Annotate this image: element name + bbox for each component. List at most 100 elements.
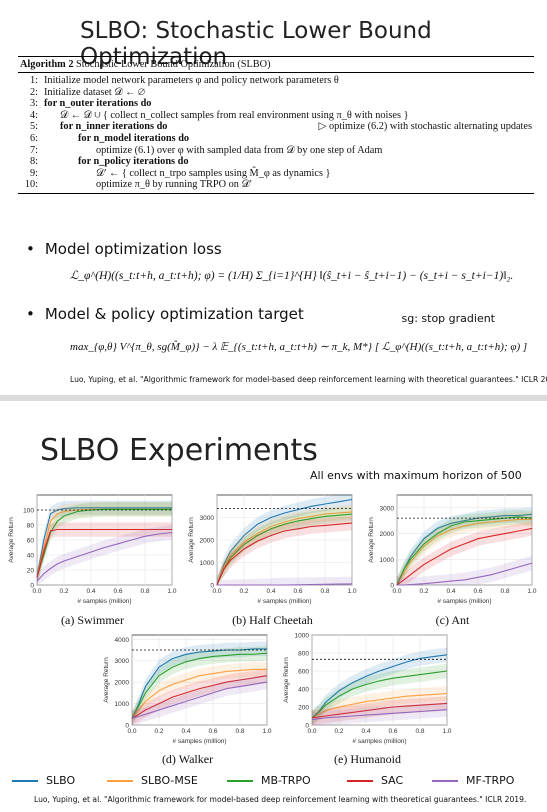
x-tick-label: 0.2: [419, 588, 428, 595]
legend-swatch: [432, 779, 458, 782]
series-line-sac: [311, 702, 448, 719]
y-tick-label: 3000: [200, 515, 215, 522]
slide-slbo-method: SLBO: Stochastic Lower Bound Optimizatio…: [0, 0, 547, 395]
series-line-mb-trpo: [131, 652, 268, 719]
optimization-target-formula: max_{φ,θ} V^{π_θ, sg(M̂_φ)} − λ 𝔼_{(s_t:…: [70, 341, 528, 353]
chart-legend: SLBO SLBO-MSE MB-TRPO SAC MF-TRPO: [12, 774, 532, 788]
y-tick-label: 100: [23, 508, 34, 515]
y-tick-label: 400: [298, 687, 309, 694]
y-tick-label: 1000: [115, 701, 130, 708]
x-tick-label: 0.6: [388, 728, 397, 735]
algorithm-line: 5: for n_inner iterations do ▷ optimize (6…: [29, 121, 532, 133]
y-tick-label: 20: [27, 568, 35, 575]
series-line-slbo-mse: [311, 692, 448, 719]
algorithm-line: 3: for n_outer iterations do: [29, 98, 152, 110]
algorithm-line: 10: optimize π_θ by running TRPO on 𝒟′: [24, 179, 252, 191]
series-line-slbo-mse: [131, 668, 267, 719]
x-tick-label: 1.0: [527, 588, 536, 595]
y-tick-label: 2000: [200, 538, 215, 545]
x-tick-label: 0.0: [32, 588, 41, 595]
y-axis-label: Average Return: [103, 657, 110, 703]
series-line-sac: [216, 522, 353, 586]
algorithm-line: 2: Initialize dataset 𝒟 ← ∅: [29, 86, 145, 98]
series-line-mb-trpo: [311, 670, 448, 719]
x-axis-label: # samples (million): [172, 738, 226, 745]
legend-label: SLBO-MSE: [141, 774, 198, 787]
y-axis-label: Average Return: [188, 517, 195, 563]
series-line-mb-trpo: [216, 513, 353, 586]
series-line-slbo-mse: [396, 518, 532, 586]
x-tick-label: 0.6: [473, 588, 482, 595]
x-tick-label: 0.2: [154, 728, 163, 735]
x-tick-label: 0.4: [361, 728, 370, 735]
x-tick-label: 0.6: [293, 588, 302, 595]
series-band-sac: [312, 696, 447, 725]
x-tick-label: 1.0: [347, 588, 356, 595]
horizon-note: All envs with maximum horizon of 500: [310, 469, 522, 482]
y-tick-label: 3000: [115, 658, 130, 665]
series-band-slbo: [397, 507, 532, 585]
series-band-slbo: [312, 647, 447, 725]
x-tick-label: 0.8: [140, 588, 149, 595]
caption-half-cheetah: (b) Half Cheetah: [232, 613, 313, 627]
y-tick-label: 4000: [115, 637, 130, 644]
caption-humanoid: (e) Humanoid: [334, 752, 401, 766]
y-tick-label: 0: [305, 723, 309, 730]
legend-label: SLBO: [46, 774, 76, 787]
x-tick-label: 0.8: [415, 728, 424, 735]
x-tick-label: 0.8: [235, 728, 244, 735]
legend-label: SAC: [381, 774, 404, 787]
legend-swatch: [107, 779, 133, 782]
algorithm-line: 7: optimize (6.1) over φ with sampled dat…: [29, 144, 383, 156]
legend-label: MB-TRPO: [261, 774, 311, 787]
y-tick-label: 1000: [295, 633, 310, 640]
y-tick-label: 2000: [115, 680, 130, 687]
x-tick-label: 0.8: [320, 588, 329, 595]
x-axis-label: # samples (million): [257, 598, 311, 605]
x-tick-label: 0.0: [392, 588, 401, 595]
bullet-optimization-target: • Model & policy optimization target: [26, 305, 304, 323]
series-line-mf-trpo: [217, 583, 353, 586]
legend-item-sac: SAC: [347, 774, 403, 787]
series-band-mf-trpo: [397, 555, 532, 585]
series-band-mf-trpo: [37, 525, 172, 585]
caption-swimmer: (a) Swimmer: [61, 613, 124, 627]
series-line-mf-trpo: [397, 562, 533, 586]
x-tick-label: 0.0: [212, 588, 221, 595]
algorithm-line: 9: 𝒟′ ← { collect n_trpo samples using M̂…: [29, 167, 331, 179]
x-tick-label: 0.0: [307, 728, 316, 735]
y-tick-label: 1000: [200, 560, 215, 567]
series-line-sac: [396, 527, 533, 586]
y-tick-label: 600: [298, 669, 309, 676]
y-tick-label: 0: [125, 723, 129, 730]
series-band-mb-trpo: [312, 663, 447, 725]
x-tick-label: 0.4: [86, 588, 95, 595]
chart-humanoid: 0 200 400 600 800 1000 0.0 0.2 0.4 0.6 0.8 1.0 # sam…: [280, 629, 455, 749]
series-line-slbo-mse: [216, 511, 353, 586]
y-tick-label: 0: [210, 583, 214, 590]
citation-slide2: Luo, Yuping, et al. "Algorithmic framewo…: [34, 795, 527, 804]
y-tick-label: 40: [27, 553, 35, 560]
series-line-slbo: [396, 513, 533, 586]
stop-gradient-note: sg: stop gradient: [401, 312, 495, 325]
algorithm-title: Stochastic Lower Bound Optimization (SLB…: [73, 59, 271, 70]
caption-walker: (d) Walker: [161, 752, 214, 766]
y-tick-label: 200: [298, 705, 309, 712]
legend-label: MF-TRPO: [466, 774, 515, 787]
citation-slide1: Luo, Yuping, et al. "Algorithmic framewo…: [70, 375, 547, 384]
y-axis-label: Average Return: [8, 517, 15, 563]
series-band-slbo-mse: [132, 662, 267, 725]
series-line-mb-trpo: [396, 516, 533, 586]
legend-swatch: [347, 779, 373, 782]
series-line-sac: [36, 528, 172, 578]
y-tick-label: 3000: [380, 505, 395, 512]
series-line-slbo: [131, 648, 267, 719]
x-tick-label: 1.0: [262, 728, 271, 735]
series-line-slbo: [216, 498, 353, 586]
x-tick-label: 0.4: [266, 588, 275, 595]
plot-area: [311, 634, 448, 726]
series-line-mf-trpo: [36, 531, 173, 582]
x-tick-label: 0.6: [208, 728, 217, 735]
chart-walker: 0 1000 2000 3000 4000 0.0 0.2 0.4 0.6 0.8 1.0 # sam…: [100, 629, 275, 749]
x-tick-label: 0.4: [446, 588, 455, 595]
